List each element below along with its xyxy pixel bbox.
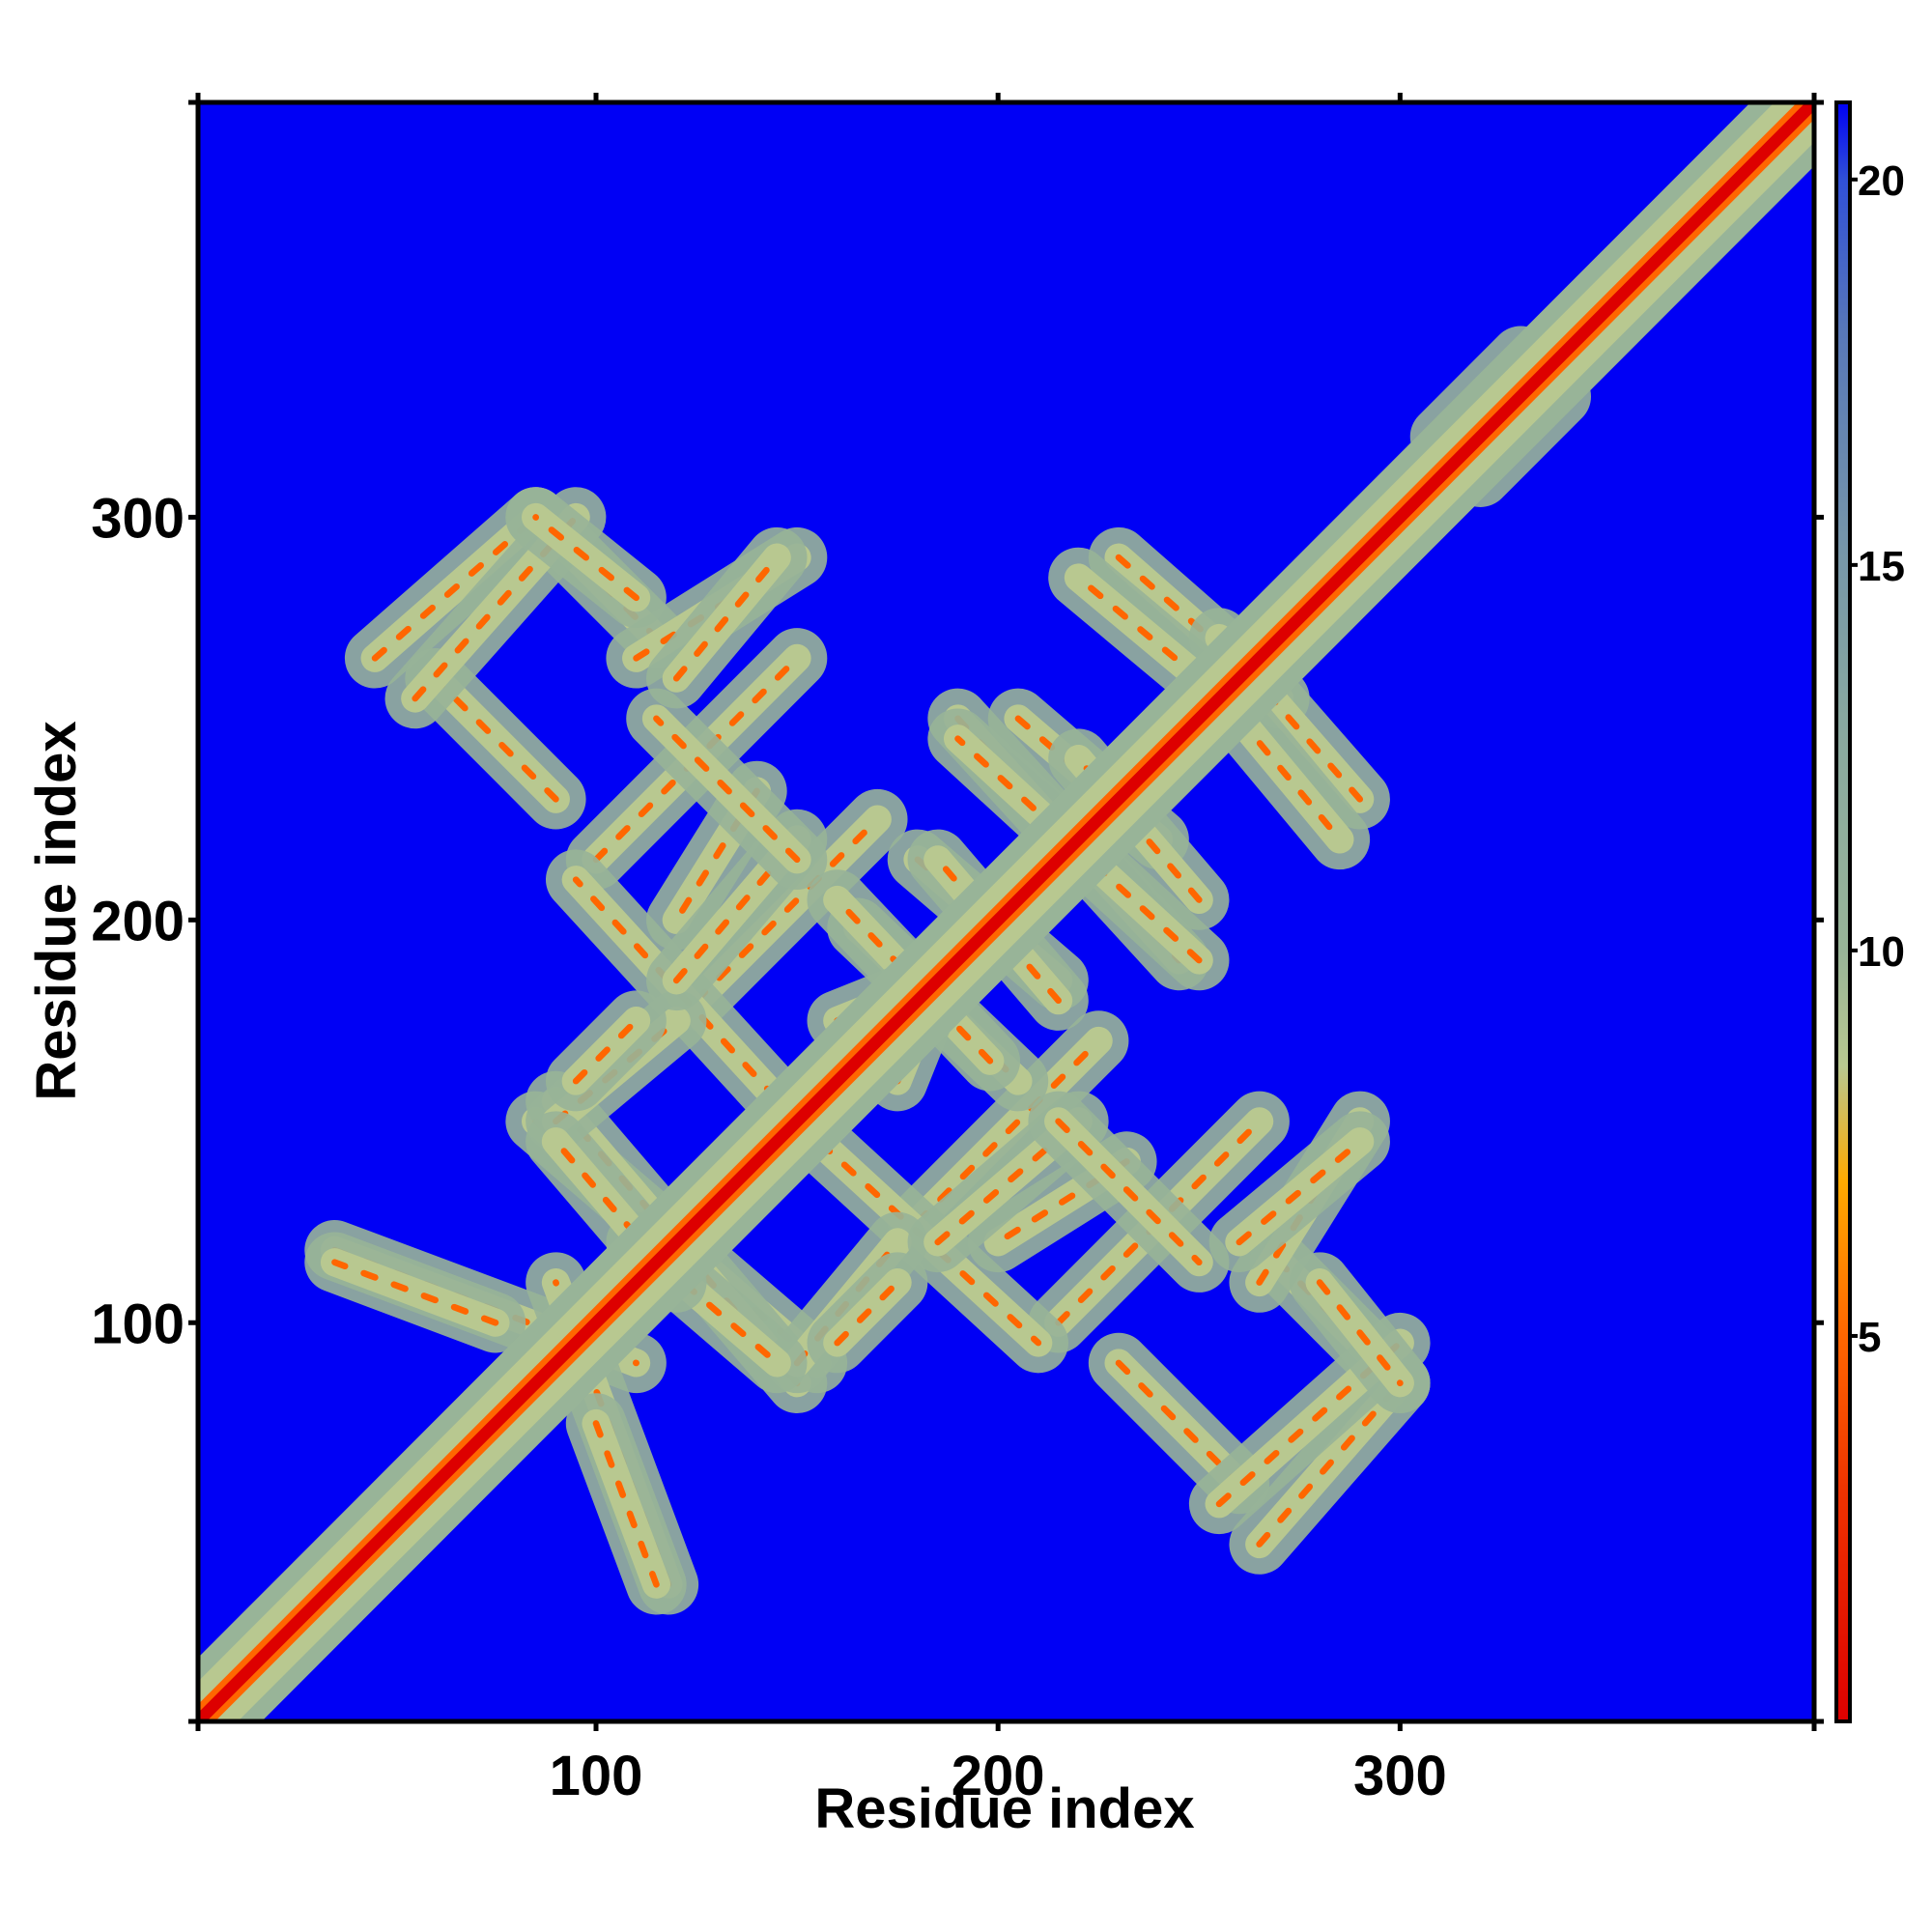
contact-band-core-19-1: [331, 1259, 499, 1326]
contact-band-core-12-1: [1215, 635, 1364, 803]
contact-band-core-18-1: [572, 1017, 639, 1085]
heatmap: [198, 102, 1814, 1721]
x-axis-label: Residue index: [814, 1777, 1194, 1840]
contact-band-core-9-1: [934, 856, 1062, 1005]
contact-band-core-18-0: [834, 1279, 901, 1347]
contact-band-core-20-1: [672, 836, 801, 984]
y-tick-label: 100: [91, 1293, 185, 1355]
colorbar-tick-label: 15: [1858, 543, 1905, 590]
contact-band-core-13-0: [1236, 715, 1344, 843]
contact-band-core-25-1: [532, 514, 639, 602]
colorbar-ticks: 5 10 15 20: [1850, 157, 1905, 1361]
contact-band-core-4-0: [693, 815, 881, 1005]
contact-band-core-24-1: [672, 554, 781, 682]
contact-band-core-0-1: [1256, 1379, 1404, 1548]
contact-band-core-5-0: [672, 787, 760, 923]
contact-band-core-21-1: [653, 715, 801, 864]
y-axis: 100 200 300: [91, 99, 1824, 1724]
y-axis-label: Residue index: [25, 721, 88, 1100]
contact-band-core-5-1: [994, 1158, 1130, 1246]
colorbar-tick-label: 10: [1858, 928, 1905, 976]
contact-band-core-24-0: [1236, 1138, 1364, 1246]
contact-band-core-11-1: [1075, 755, 1203, 903]
contact-band-core-13-1: [1075, 574, 1203, 682]
colorbar-tick-label: 20: [1858, 157, 1905, 205]
colorbar: 5 10 15 20: [1834, 100, 1905, 1723]
x-tick-label: 100: [550, 1745, 643, 1807]
y-tick-label: 300: [91, 487, 185, 550]
contact-band-core-25-0: [1316, 1279, 1404, 1387]
x-tick-label: 200: [952, 1745, 1045, 1807]
x-axis: 100 200 300: [195, 93, 1817, 1807]
contact-band-core-4-1: [914, 1037, 1102, 1226]
colorbar-tick-label: 5: [1858, 1314, 1881, 1361]
contact-band-core-11-0: [1014, 715, 1162, 843]
plot-frame: [195, 99, 1817, 1724]
contact-band-core-20-0: [934, 1118, 1082, 1246]
contact-band-core-21-0: [1055, 1118, 1203, 1266]
contact-band-core-0-0: [371, 514, 539, 662]
y-tick-label: 200: [91, 890, 185, 952]
diagonal-core: [198, 102, 1814, 1721]
colorbar-gradient: [1834, 100, 1852, 1723]
x-tick-label: 300: [1353, 1745, 1447, 1807]
contact-band-core-19-0: [592, 1420, 660, 1588]
